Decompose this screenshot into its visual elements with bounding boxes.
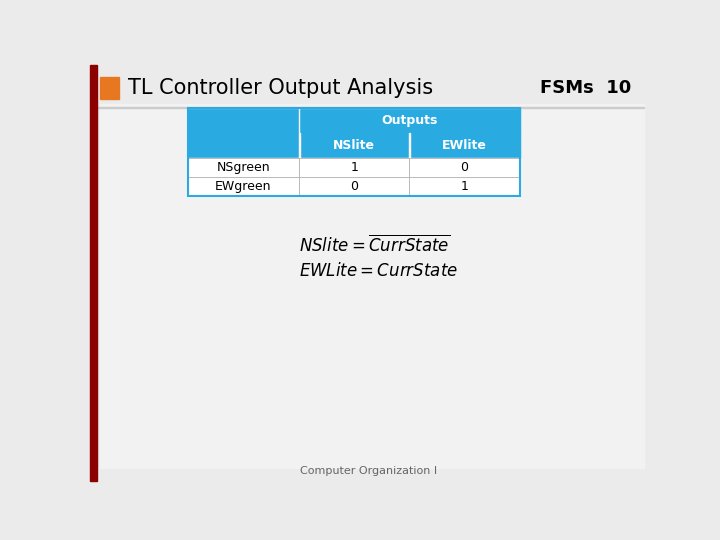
Text: 1: 1 (461, 180, 469, 193)
Bar (299, 158, 410, 177)
Bar (188, 177, 299, 196)
Text: 0: 0 (350, 180, 358, 193)
Bar (299, 177, 410, 196)
Bar (410, 158, 520, 177)
Text: FSMs  10: FSMs 10 (540, 79, 631, 97)
Text: EWgreen: EWgreen (215, 180, 271, 193)
Bar (90, 65, 97, 481)
Text: 1: 1 (350, 161, 358, 174)
Bar (188, 177, 299, 196)
Text: TL Controller Output Analysis: TL Controller Output Analysis (128, 78, 433, 98)
Bar (299, 109, 520, 133)
Bar (410, 177, 520, 196)
Text: Outputs: Outputs (381, 114, 438, 127)
Text: NSlite: NSlite (333, 139, 375, 152)
Bar (97, 107, 644, 109)
Text: $\mathit{NSlite} = \overline{\mathit{CurrState}}$: $\mathit{NSlite} = \overline{\mathit{Cur… (300, 235, 451, 256)
Bar (188, 109, 520, 196)
Text: EWlite: EWlite (442, 139, 487, 152)
Bar (100, 104, 644, 468)
Bar (188, 158, 299, 177)
Bar (299, 133, 300, 158)
Text: Computer Organization I: Computer Organization I (300, 467, 438, 476)
Bar (410, 177, 520, 196)
Bar (410, 158, 520, 177)
Bar (188, 158, 299, 177)
Text: 0: 0 (461, 161, 469, 174)
Bar (410, 133, 520, 158)
Text: NSgreen: NSgreen (217, 161, 270, 174)
Text: $\mathit{EWLite} = \mathit{CurrState}$: $\mathit{EWLite} = \mathit{CurrState}$ (300, 261, 459, 280)
Bar (299, 177, 410, 196)
Bar (299, 158, 410, 177)
Bar (100, 77, 119, 99)
Bar (188, 133, 299, 158)
Bar (188, 109, 299, 133)
Bar (299, 133, 410, 158)
